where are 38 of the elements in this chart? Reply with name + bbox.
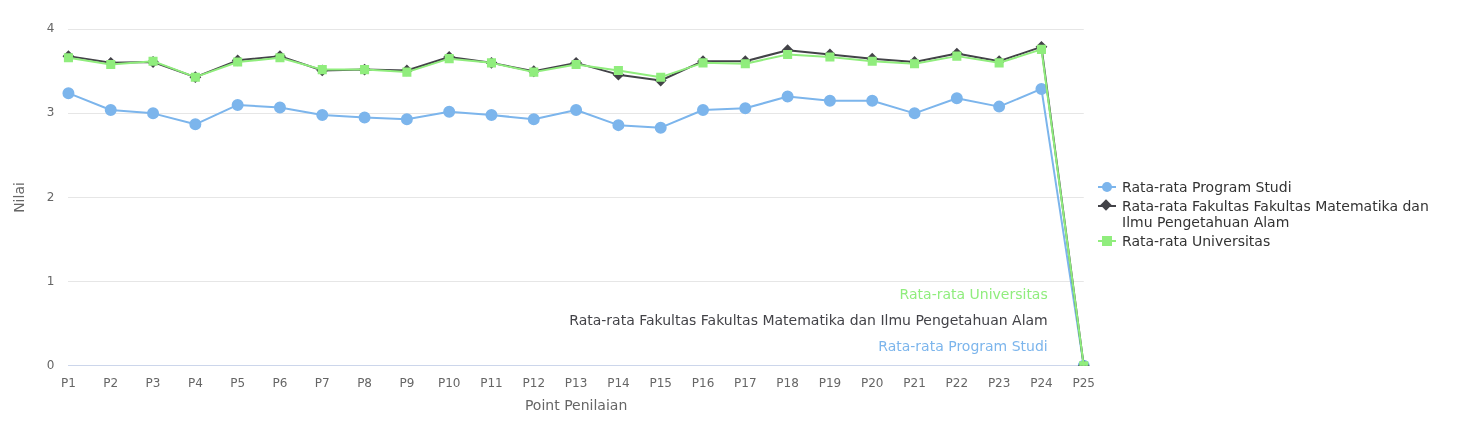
x-tick-label: P4 <box>187 376 203 391</box>
y-tick-label: 1 <box>46 273 55 288</box>
y-tick-label: 4 <box>46 21 55 36</box>
x-tick-label: P8 <box>357 376 373 391</box>
x-tick-label: P23 <box>987 376 1011 391</box>
x-tick-label: P21 <box>903 376 926 391</box>
legend-label: Rata-rata Universitas <box>1122 232 1271 249</box>
x-tick-label: P19 <box>818 376 842 391</box>
x-tick-label: P12 <box>522 376 546 391</box>
x-tick-label: P6 <box>272 376 288 391</box>
text: Rata-rata Program Studi <box>878 338 1048 355</box>
x-tick-label: P15 <box>649 376 672 391</box>
x-tick-label: P17 <box>734 376 757 391</box>
x-tick-label: P14 <box>607 376 630 391</box>
y-tick-label: 3 <box>46 105 55 120</box>
x-tick-label: P5 <box>230 376 246 391</box>
x-tick-label: P2 <box>103 376 119 391</box>
x-tick-label: P20 <box>860 376 884 391</box>
legend-label: Rata-rata Program Studi <box>1122 178 1292 195</box>
x-tick-label: P24 <box>1030 376 1053 391</box>
text: Rata-rata Fakultas Fakultas Matematika dan Ilmu Pengetahuan Alam <box>569 312 1048 329</box>
y-tick-label: 0 <box>46 357 55 372</box>
y-axis-title: Nilai <box>11 182 28 213</box>
x-tick-label: P18 <box>776 376 799 391</box>
x-tick-label: P7 <box>314 376 330 391</box>
x-tick-label: P11 <box>480 376 503 391</box>
x-tick-label: P10 <box>437 376 461 391</box>
legend-label: Rata-rata Fakultas Fakultas Matematika dan Ilmu Pengetahuan Alam <box>1122 197 1430 230</box>
x-tick-label: P22 <box>945 376 969 391</box>
text: Rata-rata Universitas <box>899 286 1048 303</box>
x-tick-label: P16 <box>691 376 715 391</box>
x-axis-title: Point Penilaian <box>524 397 628 414</box>
x-tick-label: P13 <box>564 376 588 391</box>
x-tick-label: P3 <box>145 376 161 391</box>
x-tick-label: P1 <box>61 376 76 391</box>
x-tick-label: P25 <box>1072 376 1095 391</box>
y-tick-label: 2 <box>46 189 55 204</box>
x-tick-label: P9 <box>399 376 415 391</box>
